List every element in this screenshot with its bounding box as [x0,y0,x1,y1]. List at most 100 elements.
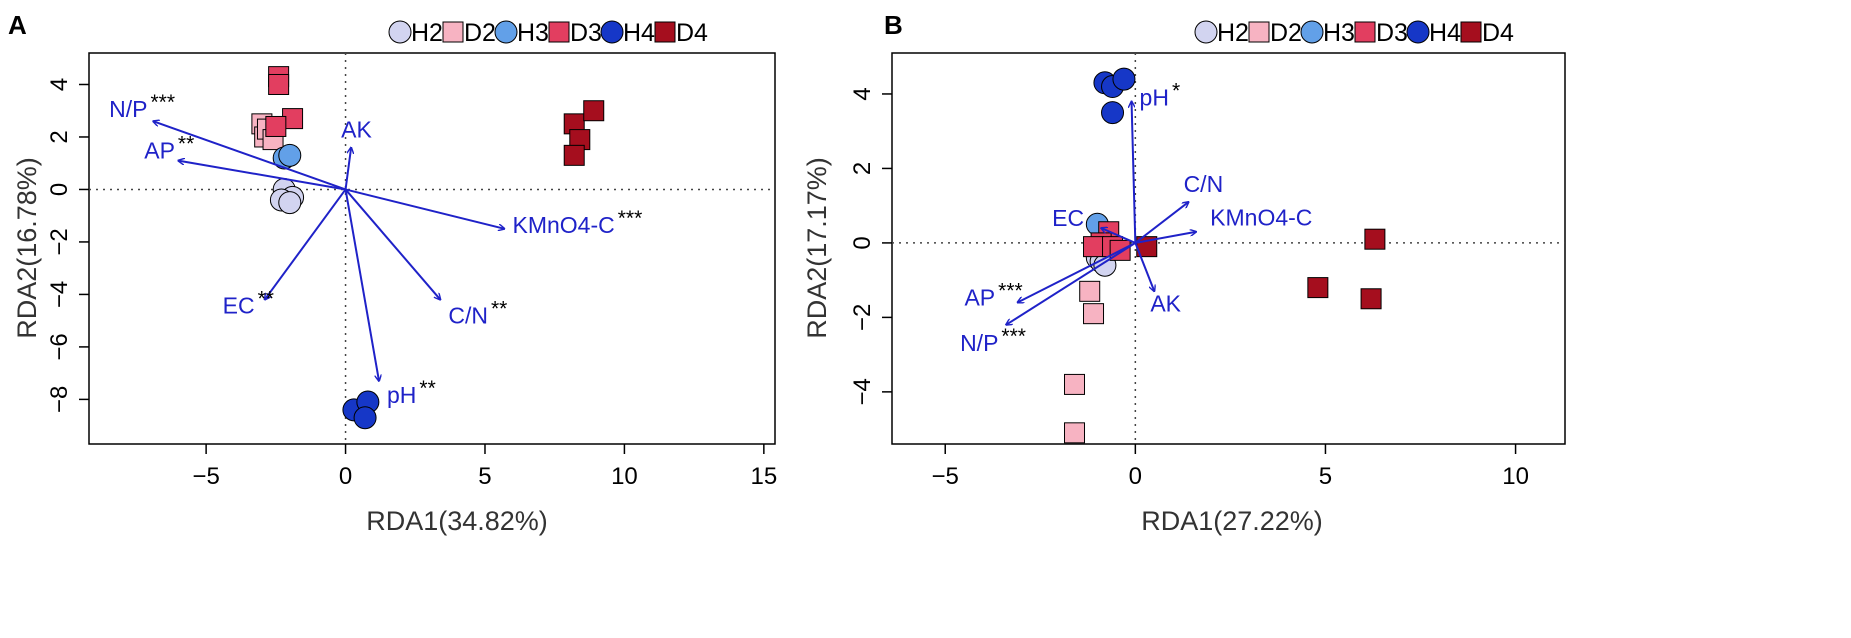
legend-label: D2 [1270,19,1302,47]
significance-label: ** [178,133,194,156]
legend-marker [654,21,676,43]
legend-label: H3 [1323,19,1355,47]
y-axis-title: RDA2(16.78%) [12,157,42,339]
arrow-n-p [153,121,346,191]
point-D4 [563,144,585,166]
arrow-label: pH [1140,84,1169,110]
arrow-ap [1017,242,1136,303]
legend-label: H4 [1429,19,1461,47]
arrow-ak [344,147,352,190]
arrow-ec [265,188,347,299]
point-D2 [1064,422,1086,444]
y-tick-label: −2 [46,228,73,255]
legend-label: D2 [464,19,496,47]
significance-label: *** [150,91,175,114]
x-tick-label: 0 [1129,463,1142,490]
x-axis-title: RDA1(34.82%) [366,506,548,536]
legend-marker [1354,21,1376,43]
legend-label: D4 [676,19,708,47]
legend-marker [1460,21,1482,43]
point-D4 [1364,228,1386,250]
significance-label: *** [618,207,643,230]
x-tick-label: 5 [1319,463,1332,490]
point-D2 [1079,280,1101,302]
legend-marker [494,20,518,44]
legend-marker [1300,20,1324,44]
legend-label: H2 [1217,19,1249,47]
significance-label: ** [258,288,274,311]
arrow-ak [1134,242,1154,291]
y-tick-label: −2 [849,304,876,331]
legend-marker [1406,20,1430,44]
legend-label: D3 [1376,19,1408,47]
arrow-kmno4-c [1135,232,1196,244]
legend-marker [600,20,624,44]
legend-marker [548,21,570,43]
legend-marker [1248,21,1270,43]
arrow-label: EC [1052,205,1084,231]
point-H4 [1101,101,1125,125]
point-D4 [583,100,605,122]
legend-label: D4 [1482,19,1514,47]
significance-label: *** [998,279,1023,302]
y-tick-label: 4 [849,87,876,100]
arrow-label: KMnO4-C [513,212,615,238]
x-tick-label: 15 [750,463,777,490]
arrow-label: EC [223,293,255,319]
y-tick-label: 2 [46,130,73,143]
panel-b: B −5 0 5 10 −4 −2 0 2 4 RDA1(27.22%) RDA2(17.17%) pH… [802,10,1566,536]
arrow-label: AP [964,284,995,310]
point-D4 [1307,277,1329,299]
arrow-ec [1101,228,1136,244]
point-D3 [265,115,287,137]
arrow-ap [178,161,346,191]
y-tick-label: −4 [46,281,73,308]
legend-marker [442,21,464,43]
arrow-label: N/P [960,330,998,356]
point-D2 [1083,303,1105,325]
arrow-kmno4-c [345,188,505,228]
panel-a: A −5 0 5 10 15 −8 −6 −4 −2 0 2 4 RDA1(34.82%) RDA2(16.… [8,10,777,536]
x-tick-label: 10 [1502,463,1529,490]
y-tick-label: −4 [849,378,876,405]
arrow-n-p [1006,242,1136,325]
y-tick-label: −8 [46,386,73,413]
x-tick-label: 10 [611,463,638,490]
x-tick-label: −5 [192,463,219,490]
arrow-ph [1132,101,1137,243]
point-H4 [353,406,377,430]
arrow-label: KMnO4-C [1210,205,1312,231]
significance-label: * [1172,79,1180,102]
arrow-label: C/N [448,303,488,329]
arrow-label: C/N [1184,171,1224,197]
point-D4 [1360,288,1382,310]
y-tick-label: 2 [849,162,876,175]
plot-frame [88,52,776,445]
point-D3 [268,73,290,95]
significance-label: *** [1001,325,1026,348]
y-tick-label: 0 [849,236,876,249]
x-tick-label: 0 [339,463,352,490]
arrow-c-n [1134,202,1188,244]
x-axis-title: RDA1(27.22%) [1141,506,1323,536]
point-D2 [1064,373,1086,395]
arrow-label: AP [144,138,175,164]
significance-label: ** [419,377,435,400]
x-tick-label: −5 [932,463,959,490]
panel-label: B [884,10,903,40]
y-tick-label: −6 [46,333,73,360]
legend-label: H4 [623,19,655,47]
legend-marker [388,20,412,44]
arrow-label: pH [387,382,416,408]
y-axis-title: RDA2(17.17%) [802,157,832,339]
arrow-c-n [344,188,441,299]
arrow-label: AK [1150,290,1181,316]
legend-marker [1194,20,1218,44]
y-tick-label: 0 [46,183,73,196]
point-H3 [278,143,302,167]
panel-label: A [8,10,27,40]
arrow-label: AK [341,116,372,142]
point-H4 [1112,67,1136,91]
x-tick-label: 5 [478,463,491,490]
